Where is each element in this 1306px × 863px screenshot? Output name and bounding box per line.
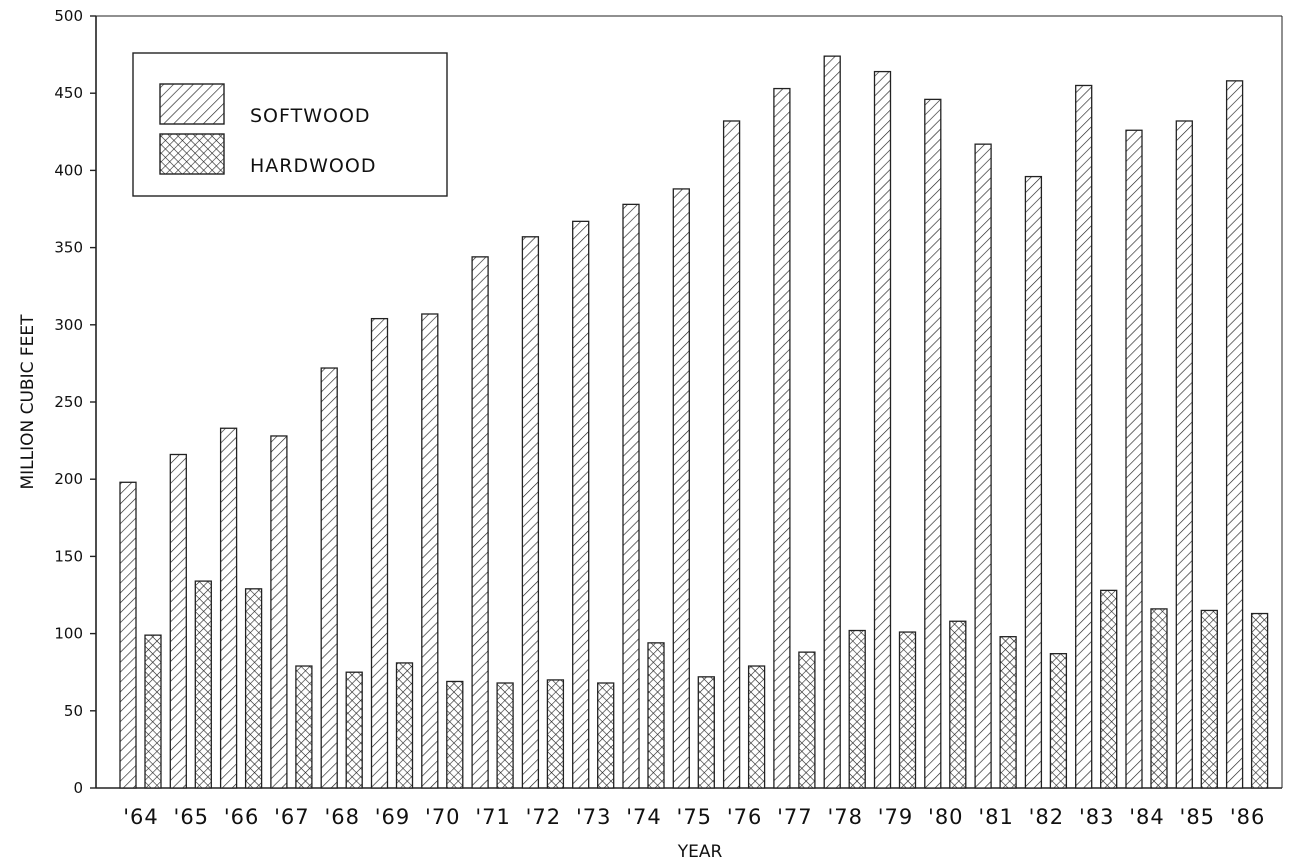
bar-hardwood-1 bbox=[194, 580, 212, 789]
bar-hardwood-2 bbox=[244, 588, 263, 789]
x-tick-label: '82 bbox=[1029, 805, 1065, 829]
x-axis-ticks: '64 '65 '66 '67 '68 '69 '70 '71 '72 '73 '74 '75 '76 '… bbox=[123, 805, 1266, 829]
bar-softwood-20 bbox=[1125, 129, 1143, 789]
bar-softwood-17 bbox=[974, 143, 992, 789]
legend-label-softwood: SOFTWOOD bbox=[250, 105, 371, 127]
bar-softwood-0 bbox=[119, 481, 137, 789]
bar-softwood-15 bbox=[873, 70, 892, 789]
x-tick-label: '84 bbox=[1129, 805, 1165, 829]
y-tick-label: 150 bbox=[54, 547, 83, 565]
bar-hardwood-15 bbox=[898, 631, 917, 789]
x-tick-label: '77 bbox=[777, 805, 813, 829]
bar-hardwood-8 bbox=[546, 679, 565, 789]
y-tick-label: 450 bbox=[54, 84, 83, 102]
bar-softwood-12 bbox=[722, 120, 741, 789]
x-tick-label: '71 bbox=[475, 805, 511, 829]
bar-hardwood-19 bbox=[1100, 589, 1118, 789]
x-tick-label: '68 bbox=[324, 805, 360, 829]
x-tick-label: '72 bbox=[526, 805, 562, 829]
y-axis-title: MILLION CUBIC FEET bbox=[18, 314, 38, 490]
legend-swatch-softwood bbox=[159, 83, 225, 125]
bar-softwood-8 bbox=[521, 236, 540, 789]
x-tick-label: '67 bbox=[274, 805, 310, 829]
x-tick-label: '86 bbox=[1230, 805, 1266, 829]
bar-softwood-1 bbox=[169, 453, 187, 789]
bar-softwood-2 bbox=[219, 427, 238, 789]
x-tick-label: '74 bbox=[626, 805, 662, 829]
bar-hardwood-10 bbox=[647, 642, 665, 789]
bar-softwood-16 bbox=[924, 98, 942, 789]
bar-softwood-9 bbox=[572, 220, 590, 789]
bar-softwood-10 bbox=[622, 203, 640, 789]
x-tick-label: '83 bbox=[1079, 805, 1115, 829]
bar-hardwood-5 bbox=[395, 662, 414, 789]
y-tick-label: 100 bbox=[54, 625, 83, 643]
x-tick-label: '66 bbox=[224, 805, 260, 829]
bar-softwood-11 bbox=[672, 188, 690, 789]
bar-softwood-13 bbox=[773, 87, 791, 789]
bar-hardwood-6 bbox=[446, 680, 464, 789]
x-tick-label: '65 bbox=[174, 805, 210, 829]
bar-softwood-5 bbox=[370, 317, 389, 789]
x-tick-label: '75 bbox=[677, 805, 713, 829]
x-tick-label: '73 bbox=[576, 805, 612, 829]
bar-hardwood-20 bbox=[1150, 608, 1168, 789]
x-tick-label: '64 bbox=[123, 805, 159, 829]
x-axis-title: YEAR bbox=[677, 842, 723, 862]
bar-softwood-3 bbox=[270, 435, 288, 789]
y-tick-label: 250 bbox=[54, 393, 83, 411]
bar-hardwood-21 bbox=[1200, 609, 1218, 789]
bar-hardwood-14 bbox=[848, 629, 866, 789]
bars-group bbox=[119, 55, 1269, 789]
bar-hardwood-9 bbox=[597, 682, 615, 789]
bar-hardwood-16 bbox=[949, 620, 967, 789]
x-tick-label: '69 bbox=[375, 805, 411, 829]
bar-hardwood-7 bbox=[496, 682, 514, 789]
x-tick-label: '80 bbox=[928, 805, 964, 829]
bar-hardwood-3 bbox=[295, 665, 313, 789]
y-tick-label: 200 bbox=[54, 470, 83, 488]
bar-softwood-19 bbox=[1075, 84, 1093, 789]
bar-softwood-6 bbox=[421, 313, 439, 789]
legend: SOFTWOOD HARDWOOD bbox=[132, 52, 448, 197]
bar-softwood-18 bbox=[1024, 175, 1043, 789]
x-tick-label: '79 bbox=[878, 805, 914, 829]
y-tick-label: 300 bbox=[54, 316, 83, 334]
bar-softwood-4 bbox=[320, 367, 338, 789]
bar-hardwood-13 bbox=[798, 651, 816, 789]
bar-softwood-22 bbox=[1225, 80, 1244, 789]
y-tick-label: 400 bbox=[54, 161, 83, 179]
x-tick-label: '81 bbox=[978, 805, 1014, 829]
bar-hardwood-4 bbox=[345, 671, 363, 789]
legend-label-hardwood: HARDWOOD bbox=[250, 155, 376, 177]
bar-hardwood-11 bbox=[697, 676, 715, 789]
bar-softwood-7 bbox=[471, 256, 489, 789]
bar-hardwood-18 bbox=[1049, 653, 1068, 789]
y-tick-label: 0 bbox=[73, 779, 83, 797]
legend-swatch-hardwood bbox=[159, 133, 225, 175]
bar-hardwood-17 bbox=[999, 636, 1017, 789]
y-tick-label: 50 bbox=[64, 702, 83, 720]
bar-softwood-14 bbox=[823, 55, 841, 789]
bar-hardwood-0 bbox=[144, 634, 162, 789]
y-tick-label: 350 bbox=[54, 239, 83, 257]
x-tick-label: '85 bbox=[1180, 805, 1216, 829]
bar-hardwood-22 bbox=[1250, 612, 1269, 789]
y-tick-label: 500 bbox=[54, 7, 83, 25]
x-tick-label: '78 bbox=[827, 805, 863, 829]
x-tick-label: '70 bbox=[425, 805, 461, 829]
bar-hardwood-12 bbox=[747, 665, 766, 789]
x-tick-label: '76 bbox=[727, 805, 763, 829]
y-axis-ticks: 0 50 100 150 200 250 300 350 400 450 500 bbox=[54, 7, 96, 797]
bar-softwood-21 bbox=[1175, 120, 1193, 789]
